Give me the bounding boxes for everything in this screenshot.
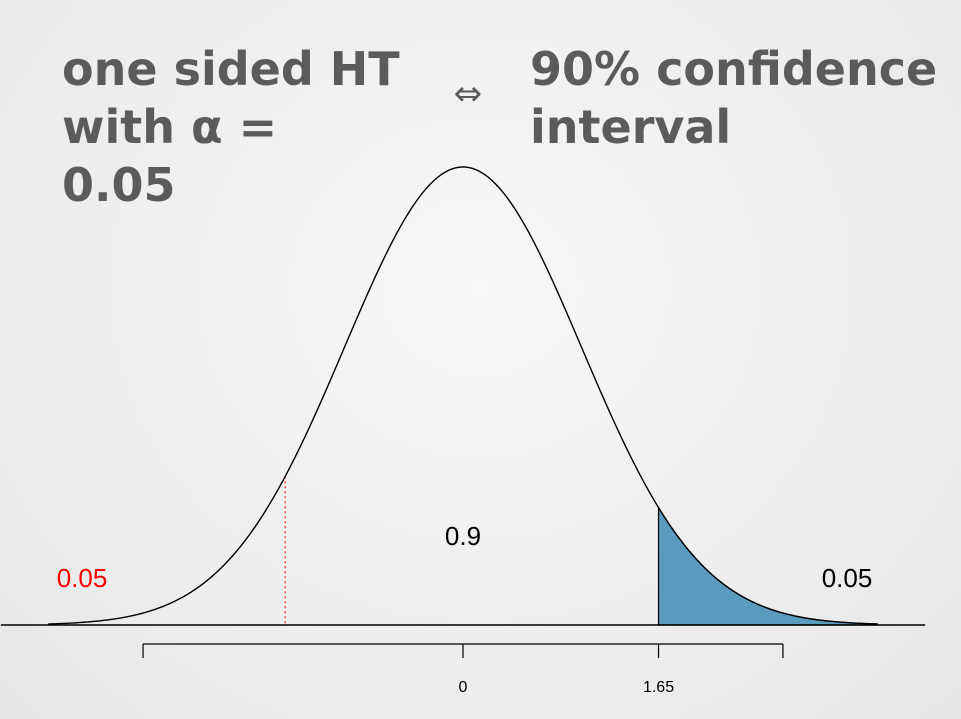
heading-right-line2: interval bbox=[530, 100, 732, 154]
heading-right: 90% confidence interval bbox=[530, 40, 950, 156]
x-axis-ticks: 0 1.65 bbox=[142, 644, 784, 696]
left-tail-label: 0.05 bbox=[57, 563, 108, 593]
heading-left-line2: with α = 0.05 bbox=[62, 100, 278, 212]
heading-left: one sided HT with α = 0.05 bbox=[62, 40, 402, 214]
density-curve bbox=[48, 166, 878, 625]
heading-right-line1: 90% confidence bbox=[530, 42, 938, 96]
center-area-label: 0.9 bbox=[445, 521, 481, 551]
equivalence-icon: ⇔ bbox=[453, 74, 483, 114]
right-tail-label: 0.05 bbox=[822, 563, 873, 593]
x-tick-label: 0 bbox=[459, 679, 468, 696]
heading-left-line1: one sided HT bbox=[62, 42, 400, 96]
x-tick-label: 1.65 bbox=[643, 679, 674, 696]
